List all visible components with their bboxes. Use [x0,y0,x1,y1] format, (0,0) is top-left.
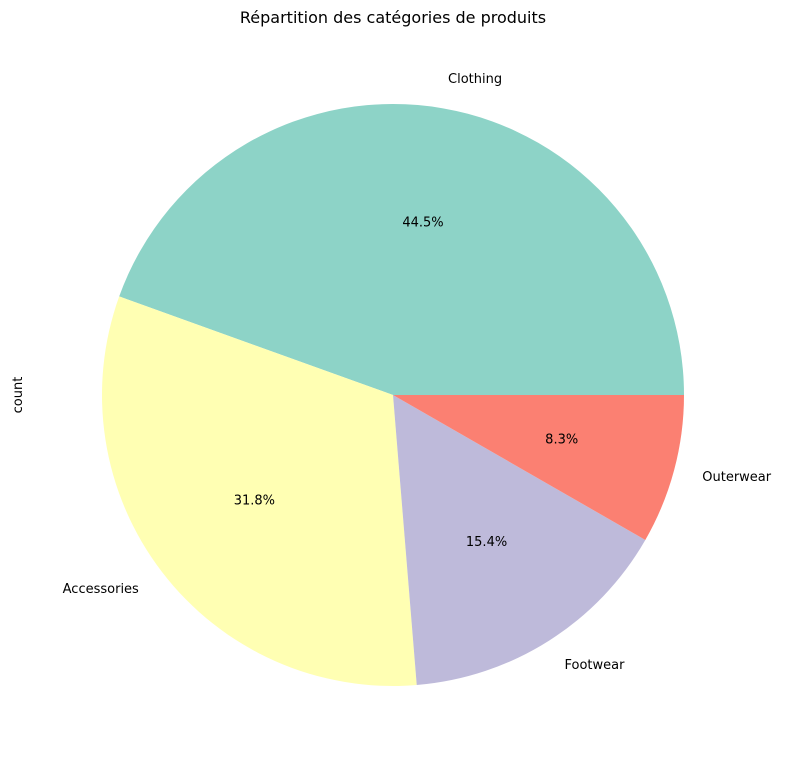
slice-percent-outerwear: 8.3% [545,433,578,448]
y-axis-label: count [11,377,26,414]
slice-label-clothing: Clothing [448,72,502,87]
pie-slice-clothing [119,103,685,395]
slice-percent-clothing: 44.5% [402,215,443,230]
pie-slice-outerwear [393,395,684,540]
slice-label-accessories: Accessories [63,582,139,597]
pie-slices [102,103,685,686]
slice-percent-footwear: 15.4% [466,535,507,550]
pie-slice-accessories [102,296,417,686]
slice-percent-accessories: 31.8% [234,494,275,509]
pie-labels: Clothing 44.5% Accessories 31.8% Footwear 15.… [63,72,772,673]
chart-title: Répartition des catégories de produits [240,8,546,27]
slice-label-footwear: Footwear [565,658,626,673]
slice-label-outerwear: Outerwear [702,470,772,485]
pie-slice-footwear [393,395,646,686]
